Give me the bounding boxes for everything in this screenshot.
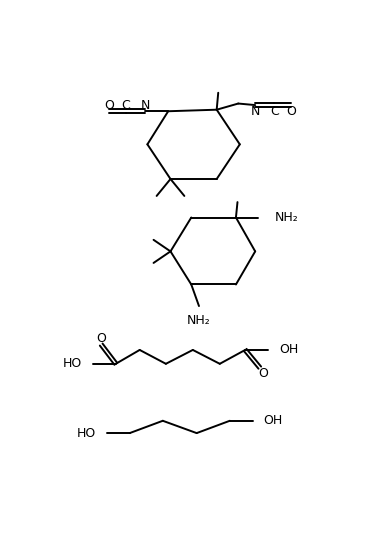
Text: HO: HO — [63, 357, 82, 370]
Text: O: O — [286, 105, 296, 118]
Text: NH₂: NH₂ — [187, 314, 211, 327]
Text: OH: OH — [279, 344, 298, 357]
Text: HO: HO — [77, 427, 96, 440]
Text: C: C — [121, 99, 130, 112]
Text: OH: OH — [264, 414, 283, 427]
Text: O: O — [96, 332, 106, 345]
Text: O: O — [259, 367, 268, 380]
Text: NH₂: NH₂ — [275, 211, 298, 224]
Text: O: O — [104, 99, 114, 112]
Text: N: N — [141, 99, 150, 112]
Text: N: N — [250, 105, 260, 118]
Text: C: C — [270, 105, 279, 118]
